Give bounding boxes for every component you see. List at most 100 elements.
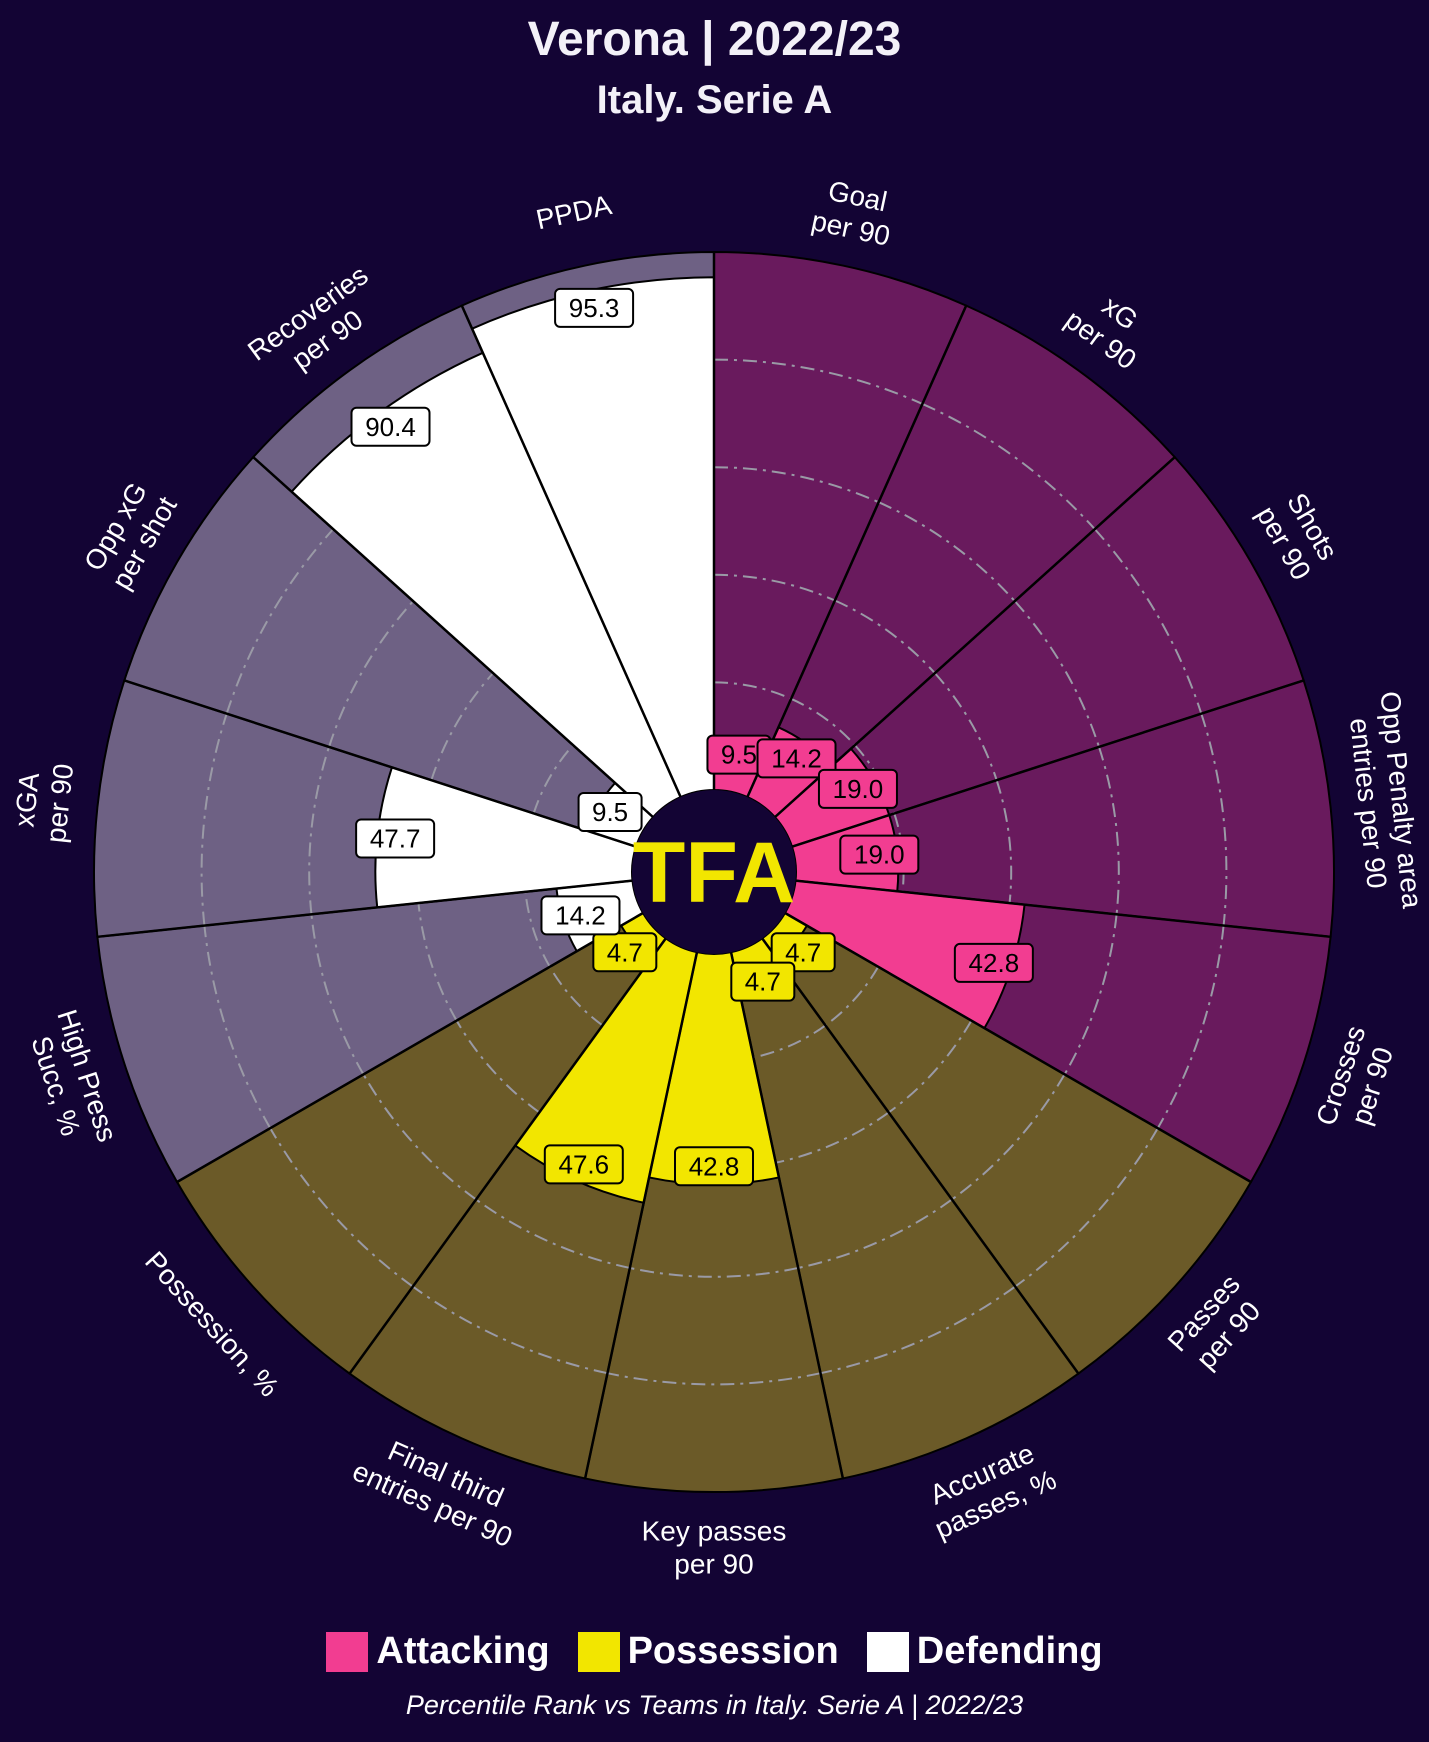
param-label-8-line-1: Key passes <box>642 1516 787 1547</box>
gridline-10-4 <box>269 1127 414 1288</box>
value-label-13: 9.5 <box>592 797 628 827</box>
gridline-5-3 <box>1063 914 1118 1075</box>
gridline-7-3 <box>797 1198 953 1269</box>
center-hole <box>632 790 796 954</box>
gridline-6-3 <box>951 1073 1066 1201</box>
legend-label-possession: Possession <box>627 1630 839 1672</box>
divider-5 <box>795 879 1331 939</box>
gridline-7-1 <box>753 1024 827 1059</box>
gridline-10-2 <box>455 1020 540 1114</box>
value-box-4 <box>839 834 920 875</box>
gridline-13-2 <box>430 672 494 781</box>
gridline-6-2 <box>888 1020 973 1114</box>
value-label-5: 42.8 <box>969 948 1020 978</box>
value-box-9 <box>543 1144 624 1185</box>
legend-item-possession: Possession <box>577 1630 839 1673</box>
divider-8 <box>729 951 845 1479</box>
value-label-15: 95.3 <box>569 293 620 323</box>
value-label-1: 9.5 <box>721 740 757 770</box>
chart-subtitle: Italy. Serie A <box>596 78 833 122</box>
gridline-12-3 <box>308 746 330 915</box>
gridline-2-4 <box>922 402 1096 530</box>
value-label-8: 42.8 <box>689 1151 740 1181</box>
gridline-11-4 <box>203 925 272 1129</box>
divider-layer <box>97 252 1331 1479</box>
value-label-10: 4.7 <box>607 937 643 967</box>
param-label-12-line-2: per 90 <box>40 762 79 844</box>
divider-2 <box>746 305 968 798</box>
gridline-5-4 <box>1156 925 1225 1129</box>
gridline-10-1 <box>548 966 604 1027</box>
divider-7 <box>761 937 1080 1375</box>
legend-item-attacking: Attacking <box>326 1630 550 1673</box>
value-label-9: 47.6 <box>559 1149 610 1179</box>
legend-label-attacking: Attacking <box>376 1630 550 1672</box>
divider-9 <box>583 951 699 1479</box>
value-box-11 <box>540 895 621 936</box>
value-box-5 <box>953 942 1034 983</box>
center-layer: TFA <box>632 790 796 954</box>
divider-11 <box>176 911 644 1184</box>
legend-swatch-possession <box>577 1631 620 1672</box>
divider-4 <box>791 679 1305 848</box>
value-box-15 <box>554 287 635 328</box>
param-label-8-line-2: per 90 <box>674 1549 753 1580</box>
gridline-13-4 <box>225 528 334 714</box>
gridline-8-4 <box>607 1372 821 1386</box>
gridline-2-2 <box>834 599 936 674</box>
gridline-1-1 <box>713 681 792 700</box>
gridline-4-2 <box>995 779 1013 904</box>
slice-layer <box>93 250 1335 1493</box>
gridline-6-1 <box>824 966 880 1027</box>
value-box-12 <box>355 818 436 859</box>
bar-15 <box>470 276 715 799</box>
divider-14 <box>252 456 654 819</box>
value-box-8 <box>674 1146 754 1187</box>
value-box-2 <box>756 738 837 779</box>
tfa-logo: TFA <box>633 825 795 921</box>
gridline-11-3 <box>310 914 365 1075</box>
legend-item-defending: Defending <box>866 1630 1103 1673</box>
gridline-7-4 <box>820 1285 1016 1375</box>
bar-layer <box>290 276 1026 1204</box>
divider-13 <box>123 679 637 848</box>
gridline-11-2 <box>417 902 458 1022</box>
gridline-9-4 <box>412 1285 608 1375</box>
gridline-3-2 <box>934 672 998 781</box>
value-label-3: 19.0 <box>833 774 884 804</box>
param-label-12-line-1: xGA <box>9 771 46 829</box>
value-box-10 <box>592 932 658 973</box>
gridline-1-4 <box>713 358 923 405</box>
divider-6 <box>784 911 1252 1184</box>
gridline-4-3 <box>1098 746 1120 915</box>
legend-label-defending: Defending <box>916 1630 1103 1672</box>
value-label-4: 19.0 <box>854 840 905 870</box>
gridline-6-4 <box>1014 1127 1159 1288</box>
value-box-3 <box>817 768 898 809</box>
chart-title: Verona | 2022/23 <box>527 13 902 66</box>
value-box-14 <box>350 406 431 447</box>
value-label-7: 4.7 <box>745 967 781 997</box>
gridline-13-1 <box>532 744 574 814</box>
divider-15 <box>460 305 682 798</box>
divider-12 <box>97 879 633 939</box>
divider-3 <box>774 456 1176 819</box>
footer-note: Percentile Rank vs Teams in Italy. Serie… <box>405 1690 1024 1720</box>
gridline-2-3 <box>878 501 1016 602</box>
gridline-13-3 <box>328 600 414 748</box>
gridline-11-1 <box>524 891 551 968</box>
param-label-15-line-1: PPDA <box>533 189 614 235</box>
value-label-layer: 9.5 14.219.019.042.84.74.742.847.64.714.2… <box>350 287 1034 1187</box>
value-box-13 <box>577 792 643 832</box>
gridline-2-1 <box>790 697 856 746</box>
legend-swatch-defending <box>866 1631 909 1672</box>
gridline-3-4 <box>1094 528 1203 714</box>
